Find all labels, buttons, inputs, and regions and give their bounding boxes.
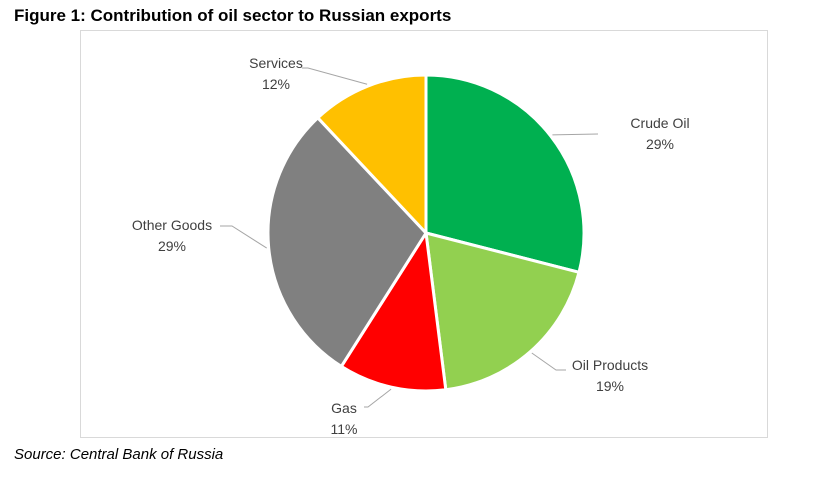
source-note: Source: Central Bank of Russia bbox=[14, 446, 224, 463]
figure-title: Figure 1: Contribution of oil sector to … bbox=[14, 6, 452, 25]
data-label-name-gas: Gas bbox=[331, 400, 357, 416]
leader-line-oil-products bbox=[531, 352, 566, 371]
pie-slice-other-goods bbox=[266, 116, 428, 368]
pie-slice-services bbox=[316, 73, 428, 235]
data-label-name-oil-products: Oil Products bbox=[572, 357, 648, 373]
data-label-value-other-goods: 29% bbox=[158, 238, 186, 254]
data-labels: Crude Oil 29% Oil Products 19% Gas 11% Other G… bbox=[132, 55, 690, 437]
leader-line-gas bbox=[364, 388, 392, 408]
data-label-name-other-goods: Other Goods bbox=[132, 217, 212, 233]
data-label-value-gas: 11% bbox=[331, 421, 358, 437]
data-label-name-crude-oil: Crude Oil bbox=[630, 115, 689, 131]
data-label-value-crude-oil: 29% bbox=[646, 136, 674, 152]
pie-slices bbox=[266, 73, 586, 393]
leader-line-other-goods bbox=[220, 225, 267, 249]
data-label-name-services: Services bbox=[249, 55, 303, 71]
leader-line-crude-oil bbox=[552, 133, 599, 136]
pie-chart: Crude Oil 29% Oil Products 19% Gas 11% Other G… bbox=[132, 55, 690, 437]
leader-line-services bbox=[302, 67, 368, 85]
data-label-value-oil-products: 19% bbox=[596, 378, 624, 394]
pie-slice-crude-oil bbox=[424, 73, 586, 274]
pie-slice-gas bbox=[339, 231, 448, 393]
pie-slice-oil-products bbox=[424, 231, 581, 392]
leader-lines bbox=[220, 67, 599, 408]
chart-frame bbox=[80, 30, 768, 438]
data-label-value-services: 12% bbox=[262, 76, 290, 92]
